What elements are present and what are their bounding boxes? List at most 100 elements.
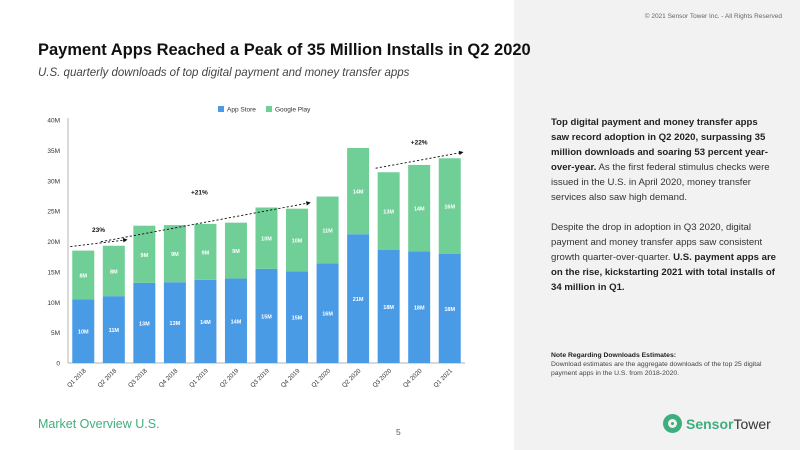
data-label-app-store: 11M xyxy=(109,328,120,334)
y-tick-label: 5M xyxy=(51,330,60,337)
bar-google-play xyxy=(163,225,186,283)
data-label-google-play: 13M xyxy=(383,210,394,216)
bar-app-store xyxy=(255,268,278,363)
data-label-app-store: 14M xyxy=(231,319,242,325)
note-title: Note Regarding Downloads Estimates: xyxy=(551,352,677,359)
data-label-google-play: 9M xyxy=(171,252,179,258)
data-label-app-store: 10M xyxy=(78,330,89,336)
bar-app-store xyxy=(194,279,217,363)
x-tick-label: Q4 2018 xyxy=(158,367,180,389)
bar-app-store xyxy=(72,299,95,363)
bar-google-play xyxy=(224,222,247,279)
y-tick-label: 15M xyxy=(47,269,60,276)
legend-swatch-google-play xyxy=(266,106,272,112)
growth-arrow xyxy=(70,237,128,248)
data-label-app-store: 15M xyxy=(261,314,272,320)
logo-word-1: Sensor xyxy=(686,415,734,432)
commentary-paragraph-2: Despite the drop in adoption in Q3 2020,… xyxy=(551,220,776,295)
page-title: Payment Apps Reached a Peak of 35 Millio… xyxy=(38,41,531,59)
data-label-google-play: 14M xyxy=(414,207,425,213)
legend-label-google-play: Google Play xyxy=(275,107,311,114)
y-tick-label: 20M xyxy=(47,239,60,246)
growth-annotation-label: +22% xyxy=(411,139,428,146)
bar-app-store xyxy=(224,278,247,363)
growth-annotation-label: 23% xyxy=(92,227,105,234)
commentary-highlight-1: Top digital payment and money transfer a… xyxy=(551,117,768,173)
sensor-tower-logo-icon xyxy=(663,414,682,433)
x-tick-label: Q4 2020 xyxy=(402,367,424,389)
commentary-text-1: As the first federal stimulus checks wer… xyxy=(551,162,770,203)
data-label-google-play: 14M xyxy=(353,190,364,196)
bar-app-store xyxy=(316,263,339,363)
x-tick-label: Q2 2020 xyxy=(341,367,363,389)
legend-swatch-app-store xyxy=(218,106,224,112)
logo-word-2: Tower xyxy=(733,415,771,432)
bar-google-play xyxy=(347,147,370,235)
data-label-app-store: 18M xyxy=(414,306,425,312)
data-label-app-store: 15M xyxy=(292,316,303,322)
y-tick-label: 40M xyxy=(47,118,60,125)
y-tick-label: 35M xyxy=(47,148,60,155)
copyright-notice: © 2021 Sensor Tower Inc. - All Rights Re… xyxy=(644,13,782,20)
data-label-google-play: 11M xyxy=(322,228,333,234)
page-subtitle: U.S. quarterly downloads of top digital … xyxy=(38,67,410,79)
bar-app-store xyxy=(347,234,370,363)
data-label-app-store: 13M xyxy=(139,321,150,327)
data-label-google-play: 10M xyxy=(261,237,272,243)
data-label-google-play: 10M xyxy=(292,238,303,244)
growth-annotation-label: +21% xyxy=(191,190,208,197)
x-tick-label: Q2 2018 xyxy=(96,367,118,389)
x-tick-label: Q3 2020 xyxy=(371,367,393,389)
y-tick-label: 25M xyxy=(47,209,60,216)
y-tick-label: 10M xyxy=(47,300,60,307)
data-label-app-store: 21M xyxy=(353,297,364,303)
y-tick-label: 0 xyxy=(56,361,60,368)
bar-google-play xyxy=(72,250,95,300)
x-tick-label: Q1 2019 xyxy=(188,367,210,389)
data-label-app-store: 14M xyxy=(200,320,211,326)
bar-google-play xyxy=(377,172,400,251)
bar-app-store xyxy=(286,271,309,363)
bar-app-store xyxy=(438,253,461,363)
x-tick-label: Q1 2021 xyxy=(432,367,454,389)
bar-google-play xyxy=(316,196,339,264)
data-label-google-play: 8M xyxy=(110,269,118,275)
page-number: 5 xyxy=(396,427,401,437)
bar-app-store xyxy=(377,250,400,363)
bar-google-play xyxy=(408,164,431,252)
data-label-google-play: 16M xyxy=(444,204,455,210)
x-tick-label: Q3 2019 xyxy=(249,367,271,389)
x-tick-label: Q1 2018 xyxy=(66,367,88,389)
data-label-google-play: 8M xyxy=(79,273,87,279)
bar-app-store xyxy=(133,282,156,363)
bar-app-store xyxy=(163,282,186,363)
bar-app-store xyxy=(102,296,125,363)
growth-arrow xyxy=(100,201,311,243)
bar-google-play xyxy=(102,245,125,297)
commentary-paragraph-1: Top digital payment and money transfer a… xyxy=(551,115,776,205)
bar-google-play xyxy=(438,158,461,254)
y-tick-label: 30M xyxy=(47,178,60,185)
bar-app-store xyxy=(408,251,431,363)
bar-google-play xyxy=(286,208,309,272)
x-tick-label: Q2 2019 xyxy=(219,367,241,389)
sensor-tower-logo: SensorTower xyxy=(663,414,771,433)
data-label-app-store: 13M xyxy=(170,321,181,327)
data-label-app-store: 18M xyxy=(383,305,394,311)
downloads-note: Note Regarding Downloads Estimates: Down… xyxy=(551,351,781,378)
data-label-google-play: 9M xyxy=(202,250,210,256)
logo-wordmark: SensorTower xyxy=(686,416,771,432)
x-tick-label: Q3 2018 xyxy=(127,367,149,389)
legend-label-app-store: App Store xyxy=(227,107,256,114)
x-tick-label: Q4 2019 xyxy=(280,367,302,389)
note-text: Download estimates are the aggregate dow… xyxy=(551,361,762,377)
bar-google-play xyxy=(194,223,217,280)
data-label-google-play: 9M xyxy=(232,249,240,255)
data-label-app-store: 16M xyxy=(322,312,333,318)
bar-google-play xyxy=(133,225,156,283)
bar-google-play xyxy=(255,207,278,269)
x-tick-label: Q1 2020 xyxy=(310,367,332,389)
right-panel xyxy=(514,0,800,450)
commentary-highlight-2: U.S. payment apps are on the rise, kicks… xyxy=(551,252,777,293)
stacked-bar-chart: 0 5M 10M 15M 20M 25M 30M 35M 40M 10M 8M Q1 2018 11M 8… xyxy=(47,106,465,389)
